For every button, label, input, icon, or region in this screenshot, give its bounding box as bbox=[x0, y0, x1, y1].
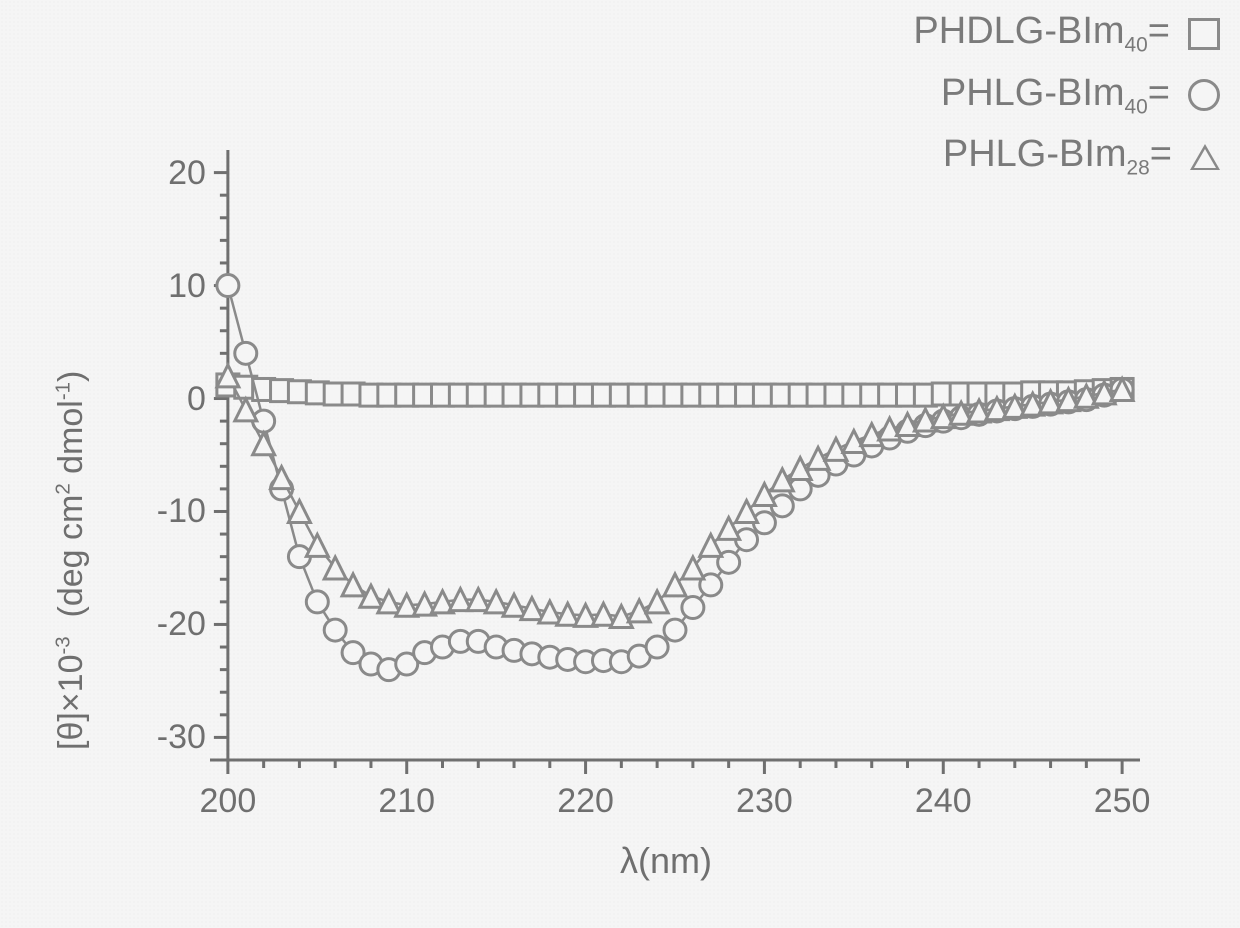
data-point bbox=[378, 591, 400, 613]
series-line bbox=[228, 286, 1122, 670]
x-tick-label: 220 bbox=[556, 782, 616, 821]
x-axis-label: λ(nm) bbox=[620, 840, 712, 882]
data-point bbox=[682, 557, 704, 579]
data-point bbox=[664, 619, 686, 641]
x-tick-label: 200 bbox=[198, 782, 258, 821]
data-point bbox=[217, 275, 239, 297]
y-tick-label: -10 bbox=[157, 492, 206, 531]
data-point bbox=[503, 594, 525, 616]
data-point bbox=[253, 433, 275, 455]
chart-svg bbox=[0, 0, 1240, 928]
data-point bbox=[521, 598, 543, 620]
y-tick-label: -30 bbox=[157, 718, 206, 757]
y-tick-label: 20 bbox=[168, 154, 206, 193]
y-tick-label: -20 bbox=[157, 605, 206, 644]
x-tick-label: 240 bbox=[913, 782, 973, 821]
x-tick-label: 210 bbox=[377, 782, 437, 821]
data-point bbox=[235, 399, 257, 421]
data-point bbox=[306, 591, 328, 613]
x-tick-label: 250 bbox=[1092, 782, 1152, 821]
y-tick-label: 0 bbox=[187, 380, 206, 419]
y-tick-label: 10 bbox=[168, 267, 206, 306]
chart bbox=[0, 0, 1240, 928]
data-point bbox=[324, 557, 346, 579]
data-point bbox=[324, 619, 346, 641]
x-tick-label: 230 bbox=[734, 782, 794, 821]
data-point bbox=[306, 534, 328, 556]
data-point bbox=[235, 342, 257, 364]
data-point bbox=[288, 500, 310, 522]
y-axis-label: [θ]×10-3 (deg cm2 dmol-1) bbox=[52, 371, 91, 750]
data-point bbox=[682, 597, 704, 619]
data-point bbox=[271, 467, 293, 489]
data-point bbox=[646, 636, 668, 658]
